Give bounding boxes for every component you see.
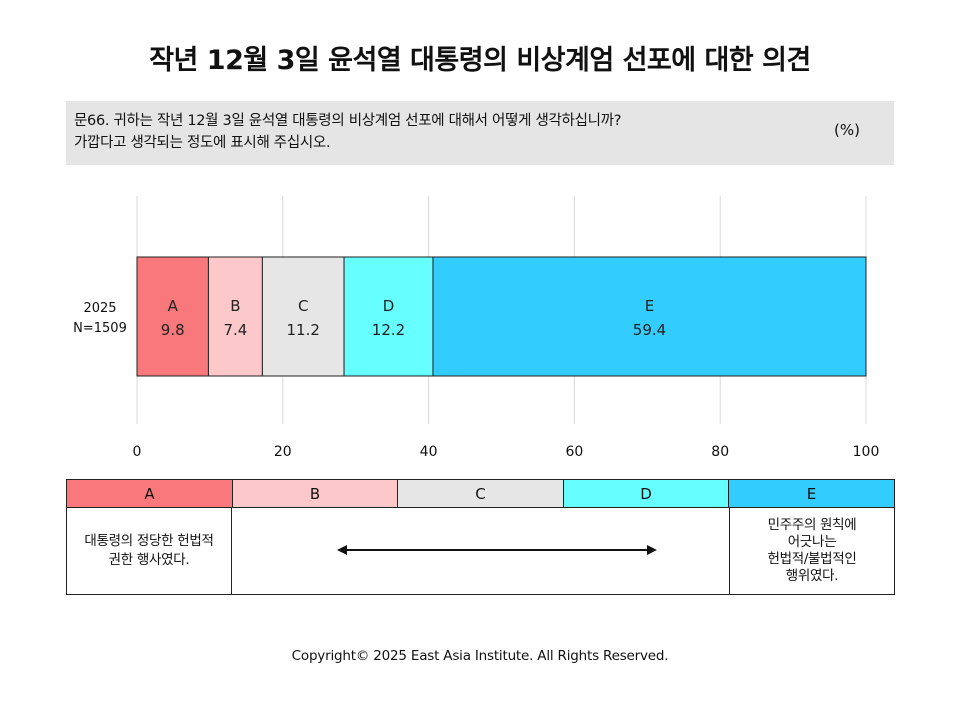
unit-label: (%) (834, 121, 860, 139)
segment-name-label: E (645, 297, 654, 315)
data-label: 12.2 (372, 321, 405, 339)
legend-right-description: 민주주의 원칙에 어긋나는 헌법적/불법적인 행위였다. (729, 508, 894, 594)
stacked-bar-chart: 0 20 40 60 80 100 2025 N=1509 A 9.8 B 7.4 C 11.2 D 12.2… (73, 196, 880, 460)
x-tick-label: 80 (711, 444, 729, 460)
segment-name-label: D (383, 297, 395, 315)
x-tick-label: 100 (853, 444, 880, 460)
category-label: N=1509 (73, 321, 127, 336)
x-tick-label: 40 (420, 444, 438, 460)
page-title: 작년 12월 3일 윤석열 대통령의 비상계엄 선포에 대한 의견 (149, 45, 811, 76)
copyright-text: Copyright© 2025 East Asia Institute. All… (291, 648, 669, 664)
legend-header-b: B (233, 480, 398, 508)
data-label: 9.8 (161, 321, 185, 339)
data-label: 59.4 (633, 321, 666, 339)
bar-segment-a (136, 256, 209, 377)
x-tick-label: 0 (133, 444, 142, 460)
data-label: 11.2 (287, 321, 320, 339)
data-label: 7.4 (223, 321, 247, 339)
segment-name-label: A (168, 297, 179, 315)
bar-segment-b (207, 256, 263, 377)
segment-name-label: C (298, 297, 308, 315)
legend-header-a: A (67, 480, 233, 508)
legend-header-d: D (564, 480, 729, 508)
legend-header-c: C (398, 480, 564, 508)
x-tick-label: 60 (565, 444, 583, 460)
bar-segment-c (261, 256, 345, 377)
category-label: 2025 (83, 301, 116, 316)
question-box: 문66. 귀하는 작년 12월 3일 윤석열 대통령의 비상계엄 선포에 대해서… (66, 101, 894, 165)
bar-segment-d (343, 256, 434, 377)
segment-name-label: B (230, 297, 240, 315)
question-text: 문66. 귀하는 작년 12월 3일 윤석열 대통령의 비상계엄 선포에 대해서… (74, 113, 622, 151)
legend-body-row: 대통령의 정당한 헌법적 권한 행사였다. 민주주의 원칙에 어긋나는 헌법적/… (67, 508, 894, 594)
legend-header-e: E (729, 480, 894, 508)
x-tick-label: 20 (274, 444, 292, 460)
legend-left-description: 대통령의 정당한 헌법적 권한 행사였다. (67, 508, 232, 594)
double-arrow-icon (337, 545, 657, 555)
bar-segment-e (432, 256, 867, 377)
